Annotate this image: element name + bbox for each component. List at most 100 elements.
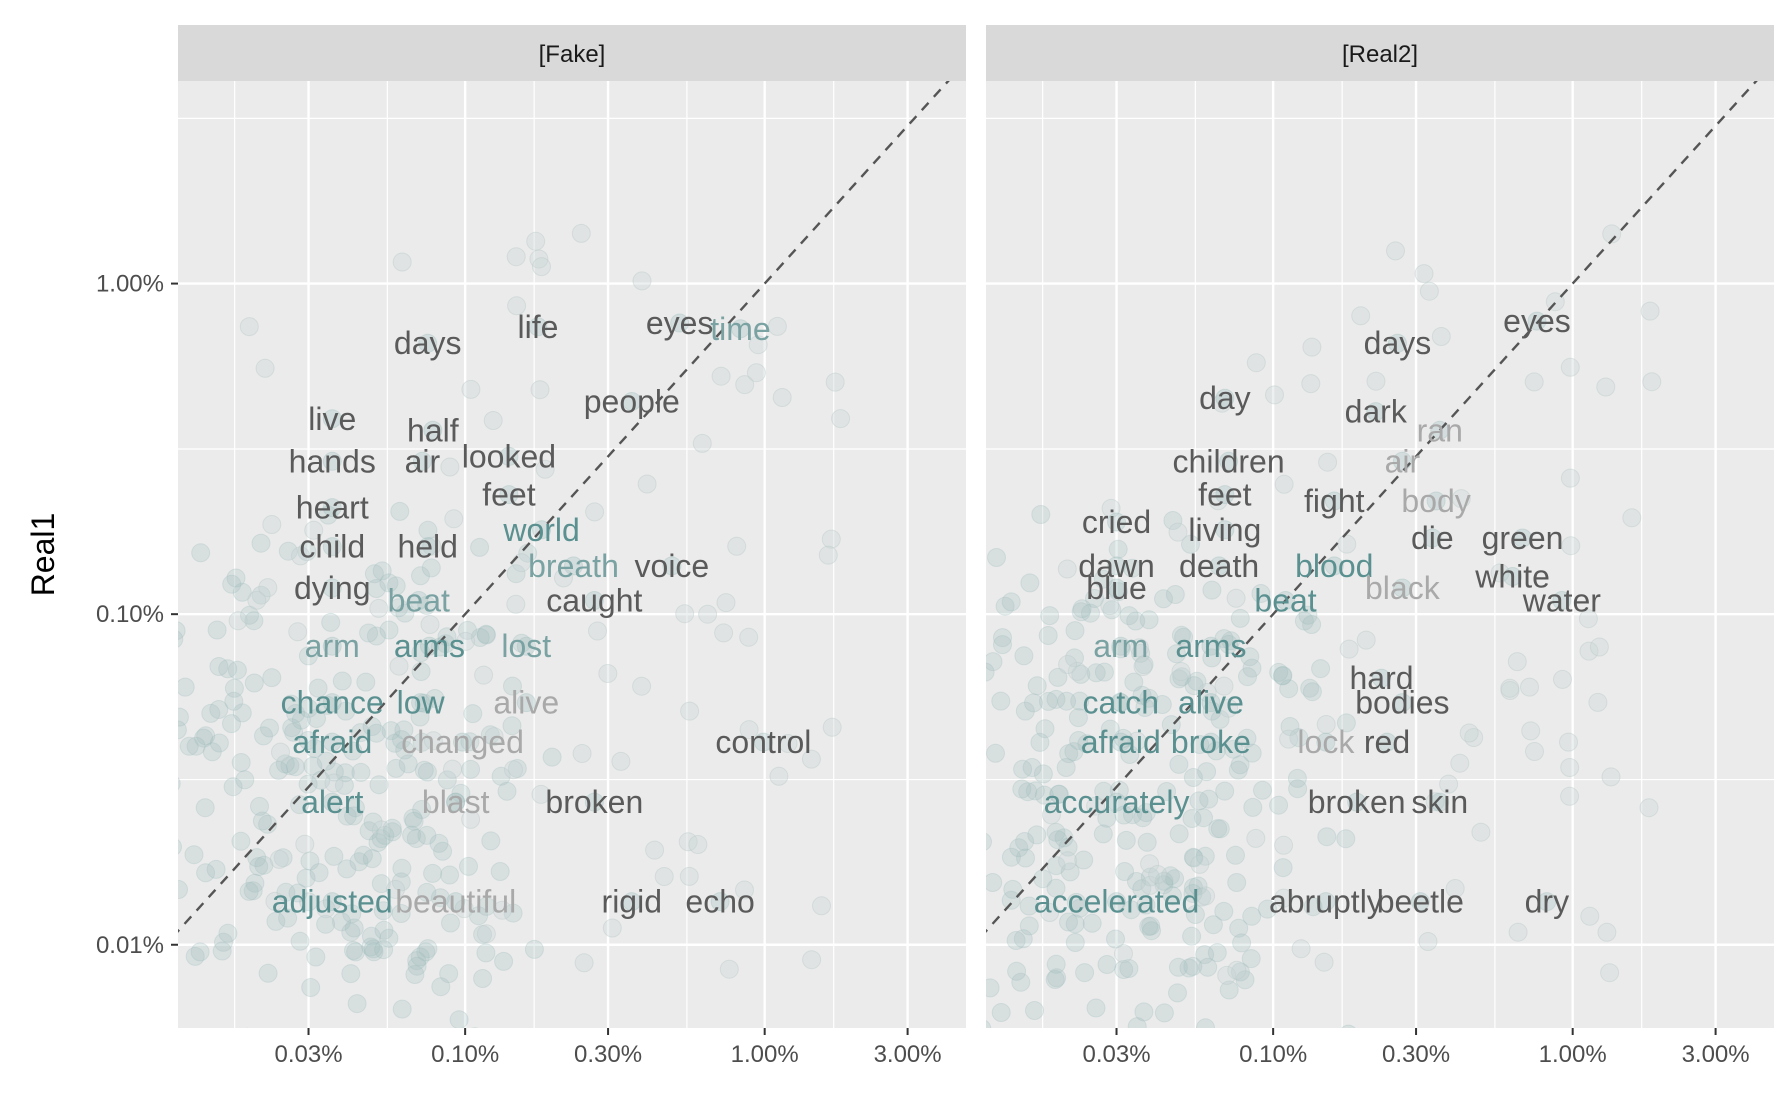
background-point bbox=[1317, 827, 1337, 847]
background-point bbox=[1580, 906, 1600, 926]
background-point bbox=[632, 271, 652, 291]
background-point bbox=[1237, 728, 1257, 748]
background-point bbox=[1190, 735, 1210, 754]
background-point bbox=[1022, 758, 1042, 777]
background-point bbox=[386, 576, 406, 596]
background-point bbox=[1242, 658, 1262, 678]
background-point bbox=[1154, 1003, 1174, 1023]
background-point bbox=[316, 751, 336, 771]
background-point bbox=[1071, 602, 1091, 622]
word-label: voice bbox=[635, 548, 710, 584]
background-point bbox=[395, 740, 415, 760]
background-point bbox=[280, 756, 300, 776]
background-point bbox=[441, 913, 460, 933]
background-point bbox=[324, 762, 344, 782]
background-point bbox=[1274, 888, 1294, 908]
data-point bbox=[322, 409, 342, 429]
data-point bbox=[528, 317, 548, 337]
background-point bbox=[379, 620, 399, 640]
background-point bbox=[1157, 782, 1177, 801]
background-point bbox=[1162, 886, 1182, 906]
background-point bbox=[1119, 606, 1139, 626]
background-point bbox=[1243, 797, 1263, 817]
background-point bbox=[260, 718, 279, 738]
background-point bbox=[239, 881, 259, 901]
word-label: green bbox=[1482, 520, 1564, 556]
data-point bbox=[710, 892, 730, 912]
background-point bbox=[423, 731, 443, 751]
background-point bbox=[739, 720, 759, 740]
background-point bbox=[1165, 585, 1185, 604]
background-point bbox=[1069, 731, 1089, 750]
facet-strip bbox=[986, 25, 1774, 81]
background-point bbox=[588, 621, 607, 641]
background-point bbox=[379, 928, 399, 948]
background-point bbox=[1302, 615, 1322, 634]
background-point bbox=[214, 932, 233, 952]
background-point bbox=[1134, 1002, 1154, 1022]
background-point bbox=[440, 457, 460, 477]
background-point bbox=[243, 881, 263, 901]
background-point bbox=[209, 700, 229, 719]
background-point bbox=[1025, 781, 1045, 801]
background-point bbox=[382, 818, 402, 838]
background-point bbox=[1202, 701, 1222, 721]
background-point bbox=[964, 1024, 982, 1042]
background-point bbox=[392, 999, 412, 1019]
background-point bbox=[373, 901, 393, 921]
background-point bbox=[1006, 931, 1026, 950]
background-point bbox=[334, 775, 354, 795]
background-point bbox=[178, 776, 181, 791]
background-point bbox=[1418, 932, 1438, 951]
background-point bbox=[1108, 582, 1128, 602]
background-point bbox=[1121, 900, 1141, 920]
background-point bbox=[474, 665, 494, 685]
background-point bbox=[469, 906, 488, 926]
background-point bbox=[254, 726, 273, 746]
background-point bbox=[993, 635, 1012, 655]
background-point bbox=[251, 533, 271, 553]
background-point bbox=[177, 1036, 195, 1054]
background-point bbox=[1195, 945, 1215, 965]
background-point bbox=[206, 859, 226, 879]
data-point bbox=[423, 420, 443, 440]
background-point bbox=[207, 620, 227, 640]
background-point bbox=[446, 792, 466, 812]
background-point bbox=[611, 751, 631, 771]
background-point bbox=[1294, 611, 1314, 631]
background-point bbox=[1183, 956, 1203, 976]
background-point bbox=[244, 611, 264, 631]
background-point bbox=[345, 1070, 363, 1088]
data-point bbox=[1537, 892, 1557, 912]
background-point bbox=[430, 637, 450, 657]
background-point bbox=[502, 716, 522, 736]
background-point bbox=[437, 770, 457, 790]
y-tick-label: 0.10% bbox=[96, 601, 164, 628]
word-label: fight bbox=[1304, 483, 1365, 519]
background-point bbox=[529, 249, 549, 269]
background-point bbox=[371, 874, 391, 894]
background-point bbox=[337, 859, 357, 879]
background-point bbox=[1287, 768, 1307, 788]
background-point bbox=[1273, 858, 1293, 878]
background-point bbox=[332, 912, 351, 932]
background-point bbox=[476, 624, 496, 644]
background-point bbox=[404, 811, 424, 831]
word-label: chance bbox=[281, 685, 384, 721]
background-point bbox=[1114, 960, 1134, 979]
data-point bbox=[418, 333, 438, 353]
background-point bbox=[1126, 611, 1146, 631]
background-point bbox=[1035, 719, 1055, 739]
background-point bbox=[470, 537, 490, 557]
background-point bbox=[1219, 698, 1239, 718]
background-point bbox=[382, 1029, 400, 1047]
background-point bbox=[1163, 511, 1183, 530]
word-label: eyes bbox=[646, 305, 714, 341]
background-point bbox=[1186, 1038, 1204, 1056]
background-point bbox=[443, 759, 462, 779]
background-point bbox=[526, 231, 546, 251]
background-point bbox=[288, 622, 308, 642]
background-point bbox=[386, 758, 406, 778]
background-point bbox=[1622, 508, 1642, 528]
background-point bbox=[1197, 762, 1217, 782]
